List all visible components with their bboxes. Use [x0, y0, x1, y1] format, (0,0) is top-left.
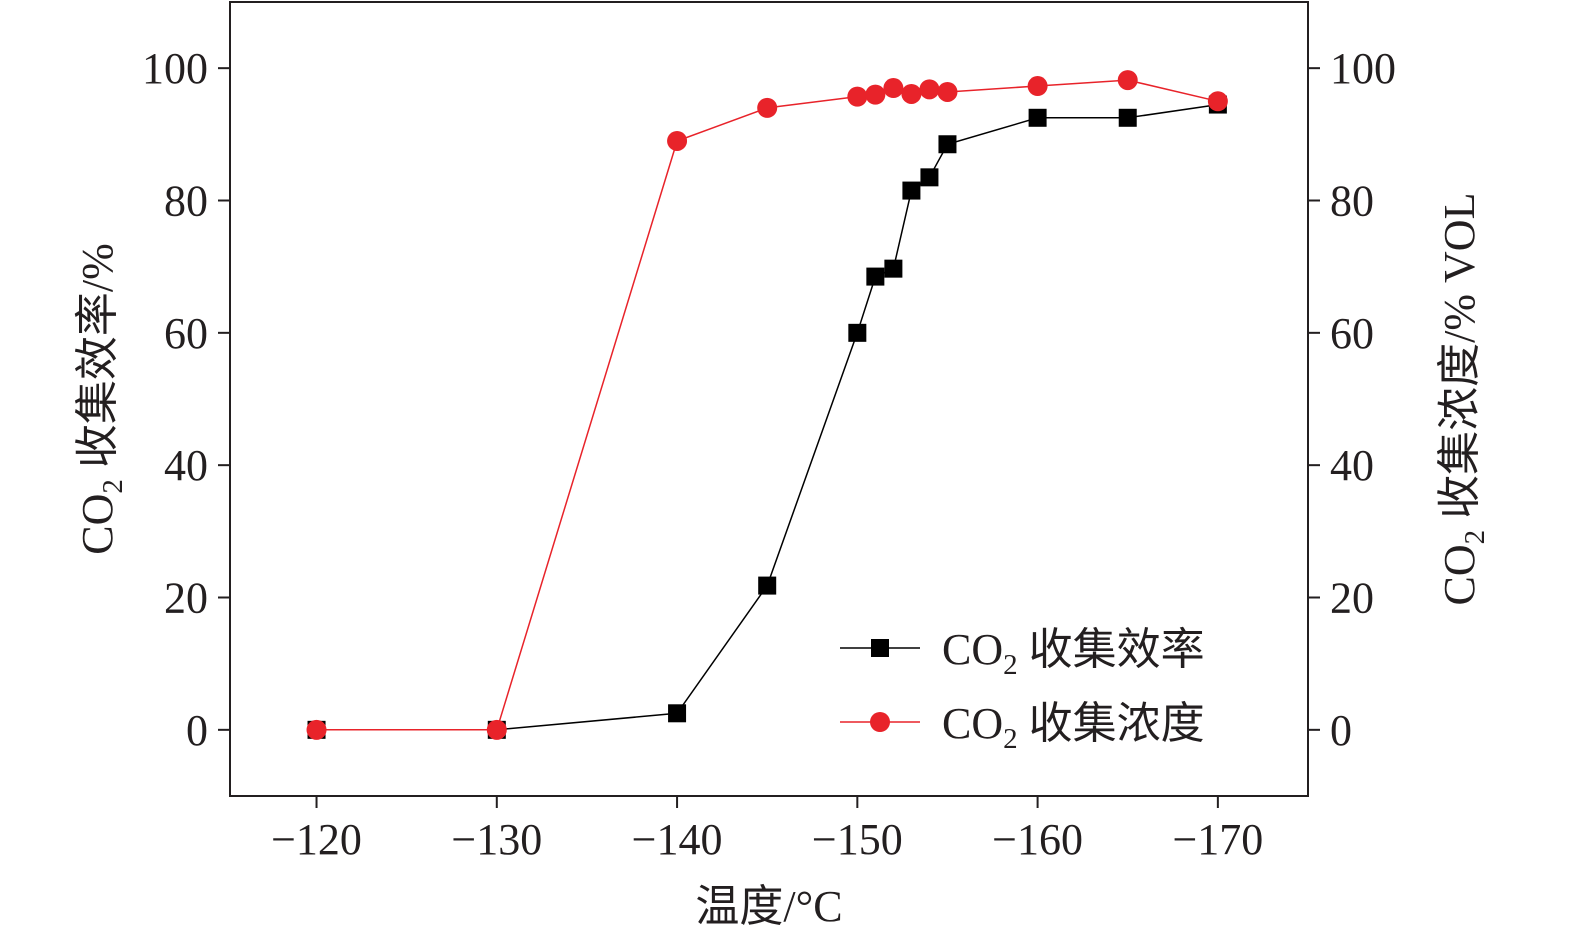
- x-tick-label: −130: [451, 815, 542, 864]
- legend-label-efficiency: CO2 收集效率: [942, 625, 1205, 681]
- series-layer: [306, 70, 1228, 740]
- legend-marker-efficiency: [871, 639, 889, 657]
- legend: CO2 收集效率 CO2 收集浓度: [840, 625, 1205, 755]
- y-axis-right: 0 20 40 60 80 100: [1308, 44, 1396, 755]
- data-point-concentration: [667, 130, 688, 151]
- data-point-concentration: [1027, 76, 1048, 97]
- y2-tick-label: 0: [1330, 706, 1352, 755]
- data-point-concentration: [1207, 91, 1228, 112]
- x-tick-label: −170: [1172, 815, 1263, 864]
- y-axis-title-right: CO2 收集浓度/% VOL: [1435, 193, 1491, 606]
- data-point-efficiency: [1118, 108, 1137, 127]
- x-tick-label: −120: [271, 815, 362, 864]
- data-point-concentration: [1117, 70, 1138, 91]
- data-point-efficiency: [884, 259, 903, 278]
- data-point-efficiency: [1028, 108, 1047, 127]
- data-point-efficiency: [938, 135, 957, 154]
- data-point-concentration: [865, 84, 886, 105]
- y2-tick-label: 20: [1330, 574, 1374, 623]
- data-point-efficiency: [848, 323, 867, 342]
- legend-item-efficiency: CO2 收集效率: [840, 625, 1205, 681]
- plot-frame: [229, 1, 1309, 797]
- x-tick-label: −140: [632, 815, 723, 864]
- data-point-concentration: [486, 719, 507, 740]
- data-point-concentration: [919, 79, 940, 100]
- legend-item-concentration: CO2 收集浓度: [840, 699, 1205, 755]
- y-tick-label: 80: [164, 177, 208, 226]
- data-point-concentration: [306, 719, 327, 740]
- y2-tick-label: 80: [1330, 177, 1374, 226]
- y-tick-label: 0: [186, 706, 208, 755]
- x-tick-label: −160: [992, 815, 1083, 864]
- y-axis-left: 0 20 40 60 80 100: [142, 44, 230, 755]
- x-tick-label: −150: [812, 815, 903, 864]
- y2-tick-label: 40: [1330, 441, 1374, 490]
- x-axis: −120 −130 −140 −150 −160 −170: [271, 796, 1263, 864]
- data-point-efficiency: [758, 576, 777, 595]
- y2-tick-label: 100: [1330, 44, 1396, 93]
- data-point-concentration: [847, 86, 868, 107]
- data-point-concentration: [901, 83, 922, 104]
- y-tick-label: 100: [142, 44, 208, 93]
- data-point-concentration: [883, 78, 904, 99]
- y-tick-label: 20: [164, 574, 208, 623]
- data-point-efficiency: [866, 267, 885, 286]
- data-point-efficiency: [668, 704, 687, 723]
- x-axis-title: 温度/°C: [695, 882, 842, 931]
- data-point-efficiency: [902, 181, 921, 200]
- y2-tick-label: 60: [1330, 309, 1374, 358]
- legend-label-concentration: CO2 收集浓度: [942, 699, 1205, 755]
- data-point-concentration: [937, 81, 958, 102]
- y-axis-title-left: CO2 收集效率/%: [73, 243, 129, 555]
- data-point-efficiency: [920, 168, 939, 187]
- data-point-concentration: [757, 97, 778, 118]
- y-tick-label: 60: [164, 309, 208, 358]
- legend-marker-concentration: [870, 712, 890, 732]
- y-tick-label: 40: [164, 441, 208, 490]
